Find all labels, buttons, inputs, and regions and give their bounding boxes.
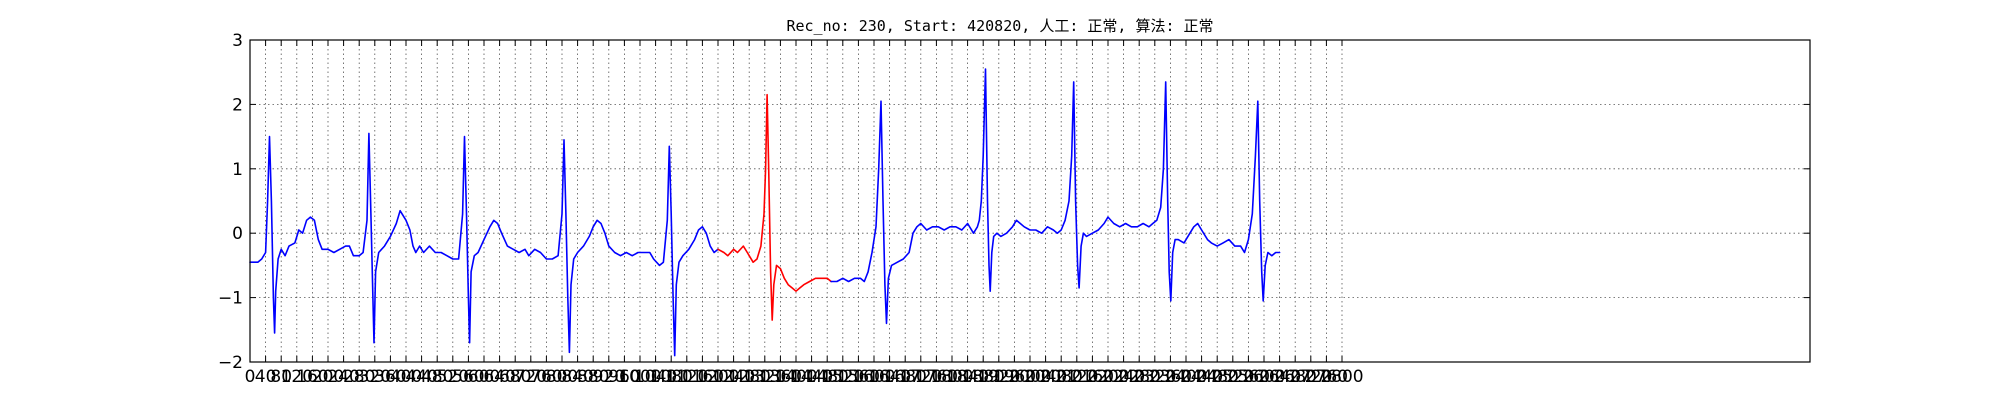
x-tick-label: 1760 — [915, 367, 958, 387]
x-tick-label: 2720 — [1289, 367, 1332, 387]
x-tick-label: 1160 — [681, 367, 724, 387]
x-tick-label: 1520 — [821, 367, 864, 387]
x-tick-label: 160 — [296, 367, 328, 387]
x-tick-label: 1880 — [962, 367, 1005, 387]
x-tick-label: 40 — [255, 367, 277, 387]
chart-title: Rec_no: 230, Start: 420820, 人工: 正常, 算法: … — [786, 17, 1213, 35]
x-tick-label: 360 — [374, 367, 406, 387]
x-tick-label: 2320 — [1133, 367, 1176, 387]
x-tick-label: 2040 — [1024, 367, 1067, 387]
x-tick-label: 200 — [312, 367, 344, 387]
x-tick-label: 2800 — [1320, 367, 1363, 387]
x-tick-label: 2440 — [1180, 367, 1223, 387]
x-tick-label: 2080 — [1040, 367, 1083, 387]
x-tick-label: 680 — [499, 367, 531, 387]
x-tick-label: 720 — [515, 367, 547, 387]
x-tick-label: 120 — [281, 367, 313, 387]
y-tick-label: −1 — [218, 289, 243, 309]
grid-lines — [250, 40, 1810, 362]
x-tick-label: 920 — [593, 367, 625, 387]
x-tick-label: 1960 — [993, 367, 1036, 387]
x-tick-label: 1680 — [884, 367, 927, 387]
x-tick-label: 1560 — [837, 367, 880, 387]
x-tick-label: 2360 — [1149, 367, 1192, 387]
y-tick-label: −2 — [218, 353, 243, 373]
x-tick-label: 960 — [608, 367, 640, 387]
y-axis-ticks: −2 −1 0 1 2 3 — [218, 31, 1810, 373]
y-tick-label: 1 — [232, 160, 243, 180]
x-tick-label: 1720 — [899, 367, 942, 387]
x-tick-label: 1920 — [977, 367, 1020, 387]
x-tick-label: 1320 — [743, 367, 786, 387]
y-tick-label: 2 — [232, 95, 243, 115]
ecg-series-line-2 — [717, 93, 832, 321]
x-tick-label: 2240 — [1102, 367, 1145, 387]
ecg-series-line-1 — [249, 132, 719, 357]
x-tick-label: 2000 — [1008, 367, 1051, 387]
x-tick-label: 1200 — [696, 367, 739, 387]
x-tick-label: 800 — [546, 367, 578, 387]
x-tick-label: 1080 — [650, 367, 693, 387]
x-tick-label: 0 — [245, 367, 256, 387]
x-tick-label: 240 — [327, 367, 359, 387]
x-tick-label: 2680 — [1274, 367, 1317, 387]
x-tick-label: 400 — [390, 367, 422, 387]
x-tick-label: 1000 — [618, 367, 661, 387]
x-tick-label: 1600 — [852, 367, 895, 387]
x-tick-label: 1640 — [868, 367, 911, 387]
x-tick-label: 600 — [468, 367, 500, 387]
x-tick-label: 640 — [483, 367, 515, 387]
x-tick-label: 2120 — [1055, 367, 1098, 387]
x-tick-label: 2640 — [1258, 367, 1301, 387]
x-tick-label: 1800 — [930, 367, 973, 387]
x-tick-label: 440 — [405, 367, 437, 387]
x-tick-label: 2200 — [1086, 367, 1129, 387]
x-tick-label: 1360 — [759, 367, 802, 387]
x-axis-ticks: 0 408012016020024028032036040044048052056… — [245, 40, 1364, 387]
series-layer — [249, 68, 1281, 357]
x-tick-label: 2400 — [1164, 367, 1207, 387]
ecg-series-line-3 — [830, 68, 1281, 325]
x-tick-label: 1480 — [806, 367, 849, 387]
x-tick-label: 320 — [359, 367, 391, 387]
x-tick-label: 1040 — [634, 367, 677, 387]
x-tick-label: 2560 — [1227, 367, 1270, 387]
x-tick-label: 480 — [421, 367, 453, 387]
x-tick-label: 2520 — [1211, 367, 1254, 387]
x-tick-label: 1280 — [728, 367, 771, 387]
x-tick-label: 1400 — [774, 367, 817, 387]
x-tick-label: 560 — [452, 367, 484, 387]
y-tick-label: 0 — [232, 224, 243, 244]
x-tick-label: 2480 — [1196, 367, 1239, 387]
x-tick-label: 2760 — [1305, 367, 1348, 387]
plot-frame — [249, 39, 1811, 363]
x-tick-label: 1840 — [946, 367, 989, 387]
x-tick-label: 2160 — [1071, 367, 1114, 387]
x-tick-label: 1240 — [712, 367, 755, 387]
x-tick-label: 1120 — [665, 367, 708, 387]
x-tick-label: 760 — [530, 367, 562, 387]
x-tick-label: 80 — [270, 367, 292, 387]
x-tick-label: 2600 — [1242, 367, 1285, 387]
x-tick-label: 2280 — [1118, 367, 1161, 387]
x-tick-label: 880 — [577, 367, 609, 387]
x-tick-label: 1440 — [790, 367, 833, 387]
x-tick-label: 840 — [561, 367, 593, 387]
x-tick-label: 280 — [343, 367, 375, 387]
y-tick-label: 3 — [232, 31, 243, 51]
x-tick-label: 520 — [437, 367, 469, 387]
